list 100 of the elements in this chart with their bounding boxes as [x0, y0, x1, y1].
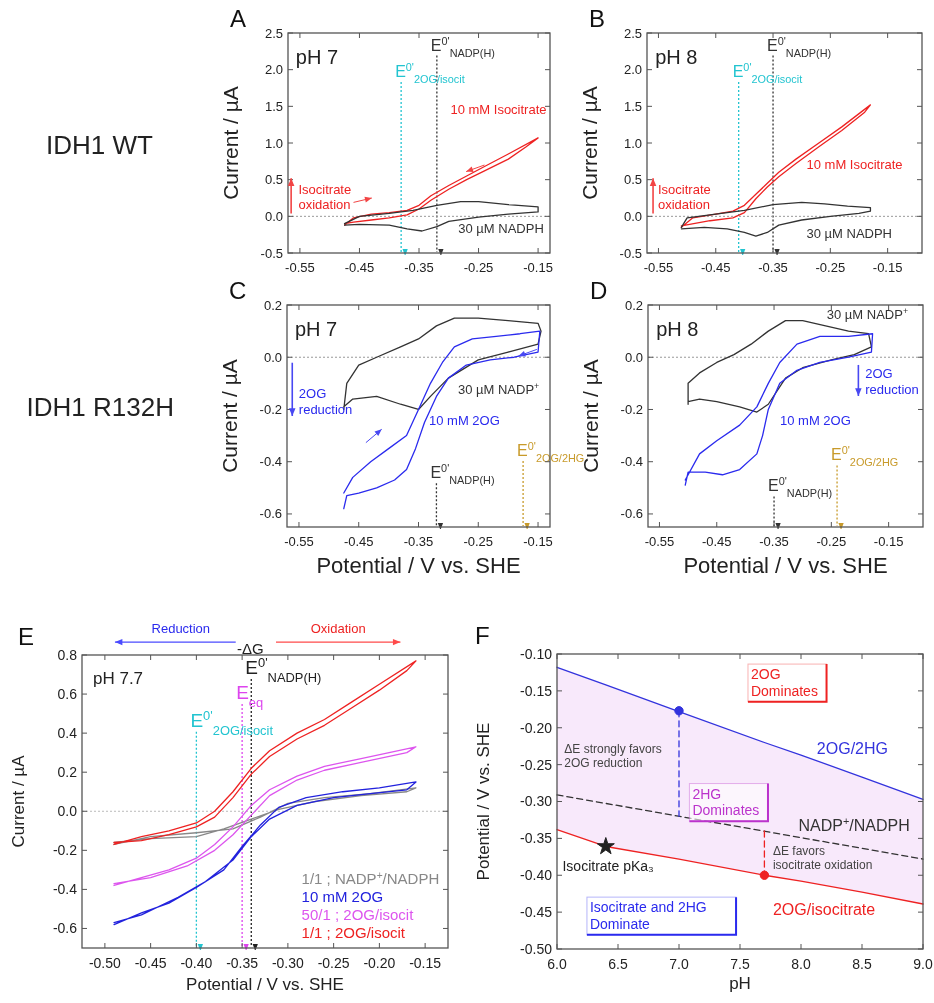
y-tick-label: -0.5 — [260, 245, 283, 261]
text: 1/1 ; 2OG/isocit — [301, 924, 406, 941]
x-tick-label: -0.45 — [344, 260, 375, 275]
y-tick-label: -0.2 — [52, 842, 78, 859]
y-tick-label: 1.0 — [264, 135, 283, 151]
y-axis-title: Current / µA — [219, 86, 242, 200]
x-tick-label: -0.45 — [701, 534, 732, 549]
y-axis-title: Potential / V vs. SHE — [474, 722, 493, 881]
annotation: pH 8 — [655, 45, 698, 68]
y-tick-label: -0.2 — [259, 402, 282, 418]
y-tick-label: 0.4 — [57, 725, 78, 742]
series-label: NADP$^{+}$/NADPH — [798, 815, 910, 834]
y-tick-label: -0.4 — [52, 881, 78, 898]
chart-title: D — [590, 277, 608, 304]
x-tick-label: -0.45 — [343, 534, 374, 549]
y-tick-label: -0.6 — [620, 506, 643, 522]
y-tick-label: 1.0 — [623, 135, 642, 151]
y-tick-label: -0.10 — [520, 645, 553, 662]
text: 1/1 ; NADP$^{+}$/NADPH — [301, 869, 440, 887]
y-tick-label: -0.6 — [259, 506, 282, 522]
x-tick-label: -0.15 — [873, 534, 904, 549]
x-tick-label: 7.5 — [730, 956, 750, 972]
x-tick-label: -0.35 — [226, 955, 259, 971]
y-tick-label: 0.0 — [624, 349, 643, 365]
x-tick-label: 8.0 — [791, 956, 811, 972]
x-tick-label: 8.5 — [852, 956, 872, 972]
x-axis-title: Potential / V vs. SHE — [186, 975, 344, 994]
point — [759, 870, 770, 880]
x-tick-label: -0.15 — [872, 260, 903, 275]
annotation: pH 7 — [295, 45, 339, 68]
y-tick-label: -0.25 — [520, 756, 553, 773]
line-series — [113, 660, 417, 846]
x-tick-label: -0.45 — [700, 260, 731, 275]
x-tick-label: -0.25 — [815, 260, 846, 275]
annotation: Isocitrate and 2HG Dominate — [589, 899, 707, 932]
annotation: Isocitrate pKa₃ — [562, 857, 654, 874]
annotation: 2OG reduction — [865, 366, 919, 397]
y-tick-label: 0.8 — [57, 646, 78, 663]
y-tick-label: 2.0 — [264, 62, 283, 78]
y-tick-label: 0.5 — [264, 172, 283, 188]
annotation: 2HG Dominates — [692, 785, 760, 819]
chart-title: E — [18, 623, 35, 650]
x-tick-label: -0.55 — [643, 260, 674, 275]
x-tick-label: -0.35 — [758, 260, 788, 275]
series-label: 2OG/2HG — [816, 740, 888, 758]
annotation: pH 7 — [294, 318, 338, 341]
x-tick-label: -0.55 — [284, 534, 314, 549]
annotation: pH 8 — [656, 318, 699, 341]
x-tick-label: -0.15 — [409, 955, 442, 971]
x-tick-label: 9.0 — [913, 956, 933, 972]
x-tick-label: 6.0 — [547, 956, 567, 972]
x-tick-label: -0.35 — [759, 534, 789, 549]
chart-title: F — [475, 622, 490, 649]
ref-line-label: E$_{eq}$ — [236, 681, 264, 710]
chart-title: B — [589, 5, 606, 32]
y-tick-label: 2.5 — [264, 25, 283, 41]
line-series — [556, 666, 924, 800]
series-label: 30 µM NADP$^{+}$ — [826, 306, 909, 323]
series-label: 2OG/isocitrate — [772, 901, 876, 919]
text: IDH1 WT — [45, 130, 153, 160]
y-tick-label: -0.35 — [520, 830, 553, 847]
x-tick-label: -0.25 — [816, 534, 847, 549]
text: IDH1 R132H — [26, 392, 174, 422]
series-label: 10 mM 2OG — [429, 412, 500, 428]
point — [674, 706, 684, 716]
x-tick-label: -0.40 — [180, 955, 213, 971]
annotation: 2OG Dominates — [750, 666, 818, 699]
series-label: 30 µM NADPH — [458, 221, 544, 237]
y-tick-label: -0.20 — [520, 719, 553, 736]
y-tick-label: 0.6 — [57, 685, 78, 702]
chart-title: C — [229, 277, 247, 304]
y-tick-label: 1.5 — [264, 98, 283, 114]
y-axis-title: Current / µA — [578, 86, 601, 200]
series-label: 30 µM NADP$^{+}$ — [457, 380, 540, 397]
x-tick-label: -0.20 — [363, 955, 396, 971]
y-tick-label: 0.2 — [263, 297, 282, 313]
x-tick-label: -0.55 — [285, 260, 315, 275]
series-label: 10 mM Isocitrate — [806, 157, 903, 173]
annotation: Isocitrate oxidation — [298, 181, 352, 213]
y-tick-label: -0.5 — [619, 245, 642, 261]
y-tick-label: -0.45 — [520, 904, 553, 921]
x-tick-label: -0.25 — [463, 260, 494, 275]
x-tick-label: -0.35 — [403, 534, 434, 549]
series-label: 30 µM NADPH — [806, 225, 893, 241]
y-tick-label: -0.50 — [520, 940, 553, 957]
annotation: 2OG reduction — [298, 386, 353, 417]
annotation: Isocitrate oxidation — [658, 181, 711, 213]
x-tick-label: -0.55 — [644, 534, 675, 549]
y-axis-title: Current / µA — [9, 754, 28, 848]
annotation: pH 7.7 — [92, 669, 144, 689]
y-tick-label: -0.6 — [52, 920, 78, 937]
y-tick-label: 0.5 — [623, 172, 642, 188]
x-tick-label: 6.5 — [608, 956, 628, 972]
y-tick-label: -0.30 — [520, 793, 553, 810]
point — [596, 837, 615, 855]
text: 50/1 ; 2OG/isocit — [301, 906, 415, 923]
y-axis-title: Current / µA — [218, 359, 241, 473]
x-axis-title: Potential / V vs. SHE — [683, 553, 888, 578]
x-axis-title: pH — [729, 974, 751, 993]
line-series — [113, 787, 417, 846]
